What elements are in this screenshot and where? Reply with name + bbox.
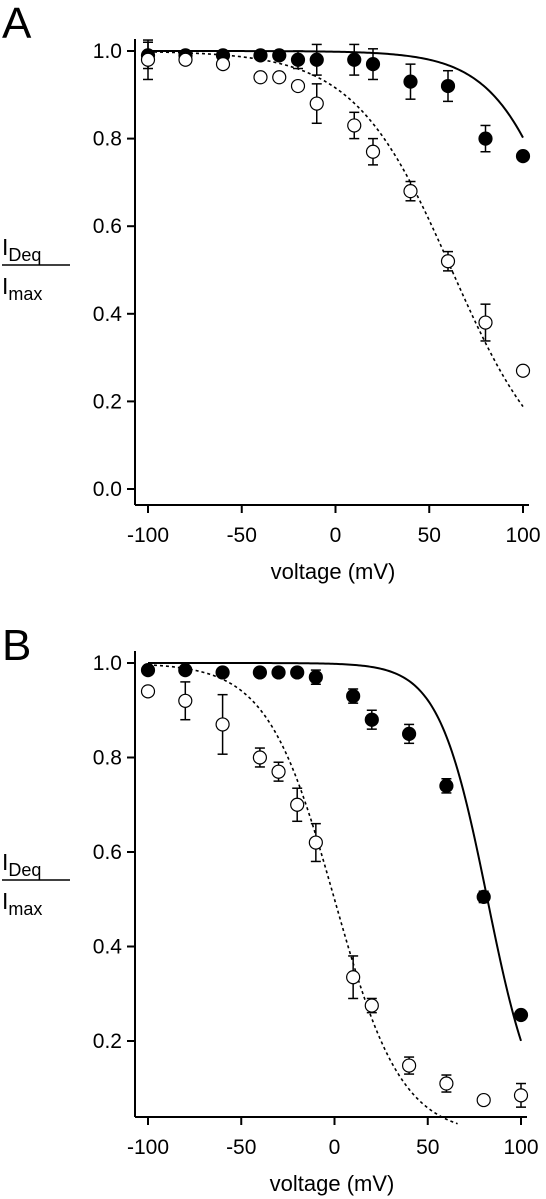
data-point-filled: [346, 688, 361, 704]
y-tick-label: 0.2: [93, 390, 122, 413]
data-point-filled: [478, 131, 493, 146]
data-point-filled: [403, 74, 418, 89]
data-point-filled: [365, 57, 381, 72]
data-point-filled: [439, 778, 454, 793]
data-point-filled: [440, 78, 456, 94]
y-tick-label: 1.0: [93, 40, 122, 63]
data-point-open: [271, 764, 286, 779]
y-tick-label: 0.4: [93, 936, 123, 959]
data-point-filled: [515, 149, 531, 164]
data-point-filled: [476, 889, 491, 904]
y-axis-label-numerator: IDeq: [2, 234, 41, 265]
data-point-open: [178, 693, 193, 708]
data-point-open: [253, 70, 268, 85]
y-axis-label-denominator-sub: max: [8, 284, 42, 304]
fit-curve-filled: [147, 50, 524, 139]
x-tick-label: 0: [330, 524, 342, 547]
fit-curve-filled: [148, 662, 522, 1042]
data-point-open: [272, 70, 287, 85]
data-point-filled: [272, 48, 287, 63]
x-axis-title: voltage (mV): [271, 559, 396, 584]
x-tick-label: 50: [418, 524, 441, 547]
y-axis-label-denominator-sub: max: [8, 899, 42, 919]
data-point-open: [347, 118, 362, 133]
y-tick-label: 1.0: [93, 652, 122, 675]
data-point-open: [515, 363, 531, 378]
x-tick-label: 100: [505, 524, 540, 547]
data-point-open: [252, 750, 267, 765]
x-tick-label: -50: [227, 524, 257, 547]
data-point-open: [308, 835, 323, 850]
chart-panel-a: A 0.0 0.2 0.4 0.6 0.8 1.0 -100 -50 0 50 100 voltage …: [2, 0, 541, 584]
data-point-open: [178, 52, 193, 67]
fit-curve-open: [147, 664, 458, 1125]
data-point-filled: [253, 48, 268, 63]
data-point-filled: [308, 670, 323, 685]
data-point-filled: [215, 665, 230, 680]
y-tick-label: 0.2: [93, 1030, 122, 1053]
y-axis-label-numerator-sub: Deq: [8, 245, 41, 265]
data-point-open: [403, 184, 418, 199]
chart-panel-b: B 0.2 0.4 0.6 0.8 1.0 -100 -50 0 50 100 voltage (mV…: [2, 621, 539, 1196]
data-point-filled: [140, 662, 156, 678]
data-point-filled: [290, 665, 305, 680]
y-tick-label: 0.8: [93, 747, 122, 770]
data-point-open: [290, 797, 305, 812]
y-axis-label-numerator: IDeq: [2, 849, 41, 880]
y-tick-label: 0.6: [93, 215, 122, 238]
data-point-open: [215, 717, 230, 732]
data-point-open: [140, 52, 156, 67]
panel-letter: A: [2, 0, 32, 48]
data-point-filled: [309, 52, 324, 67]
data-point-open: [140, 684, 156, 699]
x-axis-title: voltage (mV): [270, 1171, 395, 1196]
data-point-open: [346, 970, 361, 985]
data-point-open: [439, 1076, 454, 1091]
data-point-open: [440, 254, 456, 269]
data-point-open: [364, 998, 379, 1013]
x-tick-label: 50: [416, 1136, 439, 1159]
data-point-open: [215, 57, 231, 72]
x-tick-label: 100: [503, 1136, 538, 1159]
data-point-open: [290, 78, 306, 94]
y-axis-label-denominator: Imax: [2, 273, 42, 304]
data-point-filled: [402, 726, 417, 741]
panel-letter: B: [2, 621, 31, 670]
y-tick-label: 0.0: [93, 478, 122, 501]
x-tick-label: -100: [127, 1136, 169, 1159]
data-point-filled: [290, 52, 306, 67]
data-point-open: [478, 315, 493, 330]
data-point-filled: [271, 665, 286, 680]
data-point-filled: [252, 665, 267, 680]
data-point-open: [309, 96, 324, 111]
data-point-filled: [513, 1007, 529, 1023]
data-point-open: [365, 144, 381, 159]
y-axis-label-denominator: Imax: [2, 888, 42, 919]
data-point-open: [402, 1058, 417, 1073]
fit-curve-open: [147, 51, 524, 408]
y-tick-label: 0.8: [93, 128, 122, 151]
data-point-filled: [347, 52, 362, 67]
x-tick-label: 0: [329, 1136, 341, 1159]
data-point-open: [476, 1092, 491, 1108]
y-axis-label-numerator-sub: Deq: [8, 860, 41, 880]
x-tick-label: -100: [127, 524, 169, 547]
data-point-open: [513, 1088, 529, 1103]
data-point-filled: [178, 662, 193, 678]
y-tick-label: 0.4: [93, 303, 123, 326]
x-tick-label: -50: [226, 1136, 256, 1159]
data-point-filled: [364, 712, 379, 727]
y-tick-label: 0.6: [93, 841, 122, 864]
